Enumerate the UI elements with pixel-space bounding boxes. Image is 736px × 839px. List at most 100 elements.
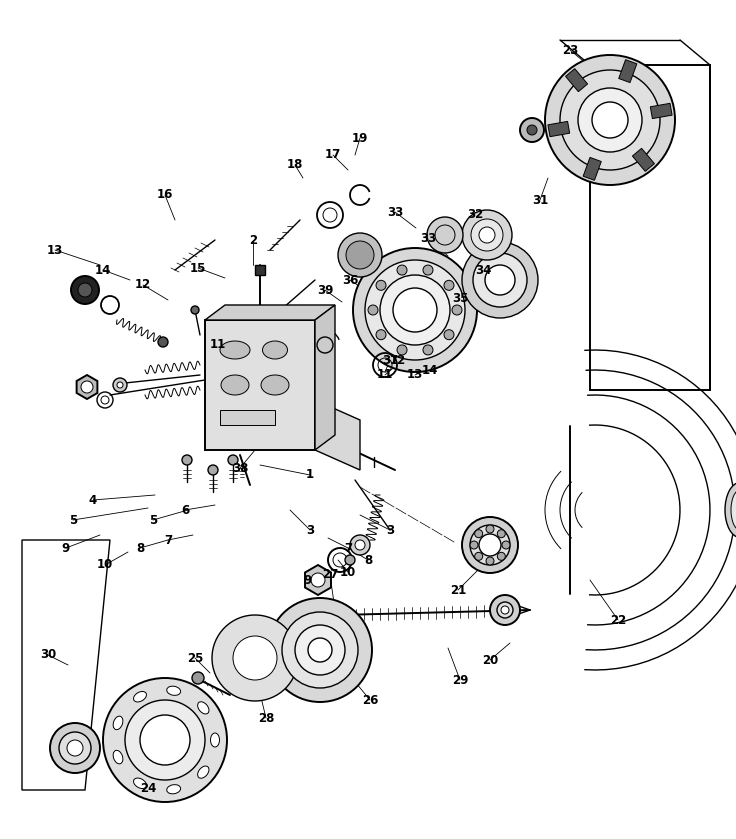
Circle shape <box>81 381 93 393</box>
Text: 39: 39 <box>316 284 333 296</box>
Text: 35: 35 <box>452 291 468 305</box>
Circle shape <box>353 248 477 372</box>
Ellipse shape <box>731 490 736 530</box>
Text: 17: 17 <box>325 149 341 161</box>
Text: 7: 7 <box>164 534 172 546</box>
Circle shape <box>444 330 454 340</box>
Text: 30: 30 <box>40 649 56 661</box>
Text: 9: 9 <box>62 541 70 555</box>
Circle shape <box>462 517 518 573</box>
Text: 11: 11 <box>210 338 226 352</box>
Circle shape <box>355 540 365 550</box>
Circle shape <box>350 535 370 555</box>
Circle shape <box>308 638 332 662</box>
Circle shape <box>191 306 199 314</box>
Circle shape <box>452 305 462 315</box>
Polygon shape <box>548 122 570 137</box>
Ellipse shape <box>221 375 249 395</box>
Text: 37: 37 <box>382 353 398 367</box>
Text: 26: 26 <box>362 694 378 706</box>
Circle shape <box>67 740 83 756</box>
Circle shape <box>397 265 407 275</box>
Circle shape <box>317 337 333 353</box>
Text: 14: 14 <box>95 263 111 277</box>
Polygon shape <box>632 149 654 171</box>
Circle shape <box>311 573 325 587</box>
Text: 23: 23 <box>562 44 578 56</box>
Text: 8: 8 <box>364 554 372 566</box>
Text: 38: 38 <box>232 461 248 475</box>
Text: 32: 32 <box>467 209 483 221</box>
Circle shape <box>212 615 298 701</box>
Circle shape <box>490 595 520 625</box>
Circle shape <box>462 210 512 260</box>
Circle shape <box>397 345 407 355</box>
Circle shape <box>470 525 510 565</box>
Text: 14: 14 <box>422 363 438 377</box>
Circle shape <box>376 280 386 290</box>
Circle shape <box>282 612 358 688</box>
Circle shape <box>501 606 509 614</box>
Ellipse shape <box>133 691 146 702</box>
Text: 29: 29 <box>452 674 468 686</box>
Text: 33: 33 <box>387 206 403 218</box>
Circle shape <box>520 118 544 142</box>
Text: 31: 31 <box>532 194 548 206</box>
Ellipse shape <box>210 733 219 747</box>
Bar <box>220 410 275 425</box>
Text: 9: 9 <box>304 574 312 586</box>
Circle shape <box>380 275 450 345</box>
Circle shape <box>345 555 355 565</box>
Text: 3: 3 <box>306 524 314 536</box>
Circle shape <box>140 715 190 765</box>
Circle shape <box>427 217 463 253</box>
Ellipse shape <box>263 341 288 359</box>
Polygon shape <box>565 69 587 91</box>
Circle shape <box>498 552 506 560</box>
Circle shape <box>192 672 204 684</box>
Polygon shape <box>305 565 331 595</box>
Circle shape <box>125 700 205 780</box>
Text: 1: 1 <box>306 468 314 482</box>
Circle shape <box>485 265 515 295</box>
Polygon shape <box>77 375 97 399</box>
Circle shape <box>475 552 483 560</box>
Circle shape <box>473 253 527 307</box>
Text: 15: 15 <box>190 262 206 274</box>
Text: 33: 33 <box>420 232 436 244</box>
Bar <box>205 320 315 450</box>
Circle shape <box>486 525 494 533</box>
Circle shape <box>182 455 192 465</box>
Text: 24: 24 <box>140 781 156 795</box>
Text: 10: 10 <box>340 565 356 579</box>
Text: 20: 20 <box>482 654 498 666</box>
Ellipse shape <box>113 750 123 763</box>
Polygon shape <box>651 103 672 118</box>
Circle shape <box>78 283 92 297</box>
Circle shape <box>59 732 91 764</box>
Circle shape <box>208 465 218 475</box>
Polygon shape <box>619 60 637 82</box>
Text: 34: 34 <box>475 263 491 277</box>
Text: 27: 27 <box>322 569 338 581</box>
Circle shape <box>498 529 506 538</box>
Text: 13: 13 <box>47 243 63 257</box>
Text: 11: 11 <box>377 368 393 382</box>
Text: 4: 4 <box>89 493 97 507</box>
Circle shape <box>423 265 433 275</box>
Circle shape <box>444 280 454 290</box>
Circle shape <box>560 70 660 170</box>
Bar <box>255 265 265 275</box>
Text: 12: 12 <box>135 279 151 291</box>
Text: 8: 8 <box>136 541 144 555</box>
Circle shape <box>470 541 478 549</box>
Ellipse shape <box>725 482 736 538</box>
Circle shape <box>365 260 465 360</box>
Text: 5: 5 <box>69 513 77 527</box>
Circle shape <box>117 382 123 388</box>
Circle shape <box>393 288 437 332</box>
Text: 5: 5 <box>149 513 157 527</box>
Circle shape <box>376 330 386 340</box>
Circle shape <box>103 678 227 802</box>
Circle shape <box>228 455 238 465</box>
